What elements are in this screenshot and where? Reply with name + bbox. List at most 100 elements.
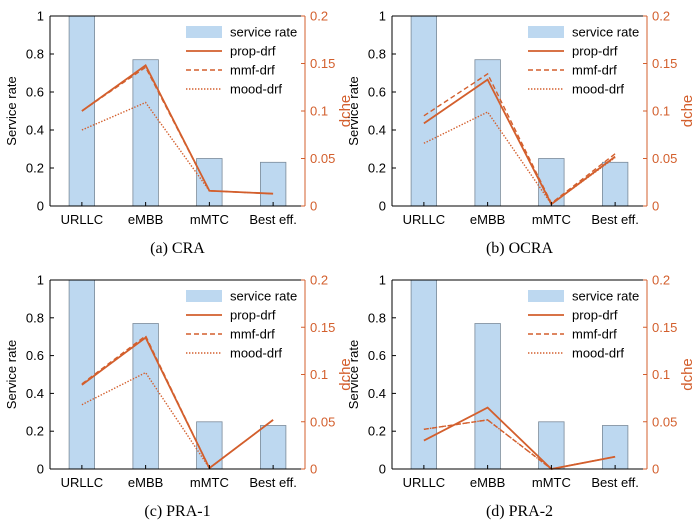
left-tick-label: 0.6	[368, 85, 386, 100]
x-tick-label: mMTC	[190, 212, 229, 227]
left-tick-label: 0.2	[26, 161, 44, 176]
left-tick-label: 0.2	[26, 424, 44, 439]
legend-label: mmf-drf	[572, 63, 617, 78]
left-tick-label: 0	[37, 199, 44, 214]
left-tick-label: 0.6	[26, 85, 44, 100]
x-tick-label: Best eff.	[591, 212, 638, 227]
right-tick-label: 0.2	[652, 9, 670, 24]
left-tick-label: 0.4	[368, 123, 386, 138]
right-tick-label: 0.1	[652, 104, 670, 119]
right-tick-label: 0.05	[652, 414, 677, 429]
line-mood-drf	[81, 101, 274, 195]
right-tick-label: 0.05	[310, 151, 335, 166]
x-tick-label: Best eff.	[591, 475, 638, 490]
right-tick-label: 0.15	[310, 56, 335, 71]
right-tick-label: 0	[652, 199, 659, 214]
y-axis-title-right: dche	[679, 358, 693, 391]
panel-caption: (b) OCRA	[486, 240, 554, 257]
legend-label: service rate	[572, 25, 639, 40]
legend-label: prop-drf	[230, 44, 276, 59]
legend-label: service rate	[230, 289, 297, 304]
x-tick-label: mMTC	[532, 212, 571, 227]
bar-urllc	[68, 15, 95, 207]
bar-best-eff-	[259, 425, 287, 470]
bar-embb	[474, 59, 501, 207]
legend-label: mood-drf	[572, 346, 624, 361]
right-tick-label: 0.1	[310, 104, 328, 119]
right-tick-label: 0.2	[310, 9, 328, 24]
legend-label: mood-drf	[572, 82, 624, 97]
x-tick-label: Best eff.	[249, 212, 296, 227]
right-tick-label: 0.15	[310, 320, 335, 335]
y-axis-title-right: dche	[337, 95, 354, 128]
left-tick-label: 0.6	[26, 348, 44, 363]
left-tick-label: 0.8	[26, 310, 44, 325]
x-tick-label: URLLC	[403, 212, 446, 227]
legend-swatch-bar	[528, 26, 564, 38]
left-tick-label: 1	[379, 9, 386, 24]
chart-panel-4: 0 0.2 0.4 0.6 0.8 1 0 0.05 0.1 0.15 0.2 URLLC eMBB mM…	[346, 273, 693, 521]
legend-label: prop-drf	[572, 308, 618, 323]
right-tick-label: 0.05	[310, 414, 335, 429]
right-tick-label: 0.05	[652, 151, 677, 166]
legend-swatch-bar	[186, 26, 222, 38]
x-tick-label: URLLC	[61, 475, 104, 490]
legend-label: mmf-drf	[230, 63, 275, 78]
y-axis-title: Service rate	[4, 340, 19, 409]
left-tick-label: 0.4	[368, 386, 386, 401]
left-tick-label: 0	[379, 199, 386, 214]
right-tick-label: 0.2	[652, 273, 670, 288]
right-tick-label: 0.15	[652, 56, 677, 71]
chart-panel-2: 0 0.2 0.4 0.6 0.8 1 0 0.05 0.1 0.15 0.2 URLLC eMBB mM…	[346, 9, 693, 258]
y-axis-title: Service rate	[346, 76, 361, 145]
legend-label: prop-drf	[230, 308, 276, 323]
legend-swatch-bar	[186, 290, 222, 302]
right-tick-label: 0.1	[310, 367, 328, 382]
y-axis-title: Service rate	[346, 340, 361, 409]
legend-label: service rate	[572, 289, 639, 304]
bar-mmtc	[538, 421, 565, 470]
line-prop-drf	[423, 78, 616, 206]
line-mood-drf	[81, 371, 274, 470]
legend-label: prop-drf	[572, 44, 618, 59]
right-tick-label: 0	[310, 462, 317, 477]
left-tick-label: 0.2	[368, 424, 386, 439]
bar-mmtc	[538, 158, 565, 207]
bar-urllc	[68, 279, 95, 470]
left-tick-label: 0.8	[368, 310, 386, 325]
line-mood-drf	[423, 419, 616, 470]
left-tick-label: 1	[37, 273, 44, 288]
left-tick-label: 1	[379, 273, 386, 288]
right-tick-label: 0.2	[310, 273, 328, 288]
right-tick-label: 0	[310, 199, 317, 214]
x-tick-label: URLLC	[61, 212, 104, 227]
left-tick-label: 0	[379, 462, 386, 477]
left-tick-label: 1	[37, 9, 44, 24]
bar-best-eff-	[259, 161, 287, 207]
x-tick-label: URLLC	[403, 475, 446, 490]
bar-embb	[474, 323, 501, 470]
panel-caption: (d) PRA-2	[486, 503, 553, 520]
x-tick-label: eMBB	[470, 475, 505, 490]
left-tick-label: 0.2	[368, 161, 386, 176]
legend-label: mood-drf	[230, 346, 282, 361]
bar-mmtc	[196, 158, 223, 207]
bar-urllc	[410, 15, 438, 207]
chart-panel-3: 0 0.2 0.4 0.6 0.8 1 0 0.05 0.1 0.15 0.2 URLLC eMBB mM…	[4, 273, 354, 521]
bar-embb	[132, 323, 159, 470]
x-tick-label: eMBB	[128, 475, 163, 490]
left-tick-label: 0.4	[26, 386, 44, 401]
left-tick-label: 0	[37, 462, 44, 477]
bar-best-eff-	[602, 161, 629, 207]
x-tick-label: mMTC	[190, 475, 229, 490]
chart-panel-1: 0 0.2 0.4 0.6 0.8 1 0 0.05 0.1 0.15 0.2 URLLC eMBB mM…	[4, 9, 354, 258]
line-prop-drf	[423, 406, 616, 470]
legend-label: mood-drf	[230, 82, 282, 97]
left-tick-label: 0.4	[26, 123, 44, 138]
bar-best-eff-	[602, 425, 629, 470]
legend-label: service rate	[230, 25, 297, 40]
line-mmf-drf	[423, 72, 616, 205]
right-tick-label: 0.1	[652, 367, 670, 382]
x-tick-label: mMTC	[532, 475, 571, 490]
